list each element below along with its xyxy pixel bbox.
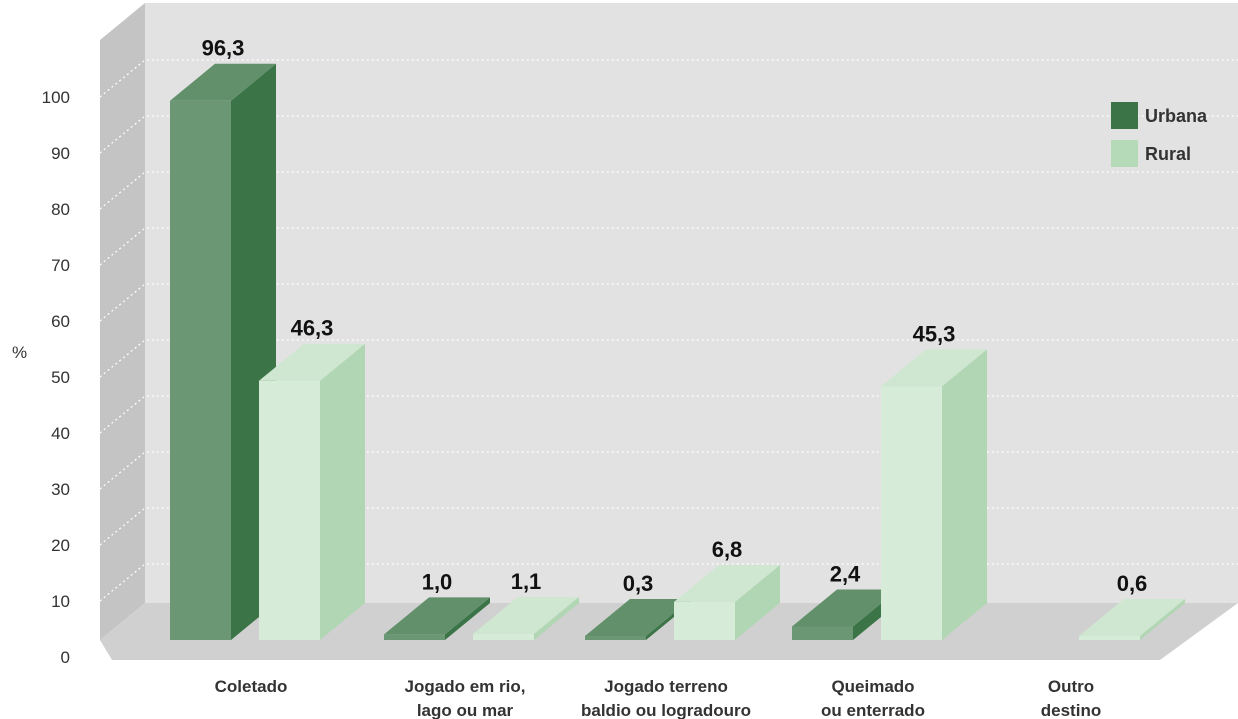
y-axis-ticks: 0 10 20 30 40 50 60 70 80 90 100	[42, 88, 70, 667]
gridline	[99, 283, 1238, 322]
bars	[170, 63, 1185, 641]
y-tick-label: 10	[51, 592, 70, 611]
legend-swatch	[1111, 140, 1138, 167]
value-labels: 96,3 1,0 0,3 2,4 46,3 1,1 6,8 45,3 0,6	[202, 36, 1148, 596]
category-label: Jogado terreno baldio ou logradouro	[581, 677, 751, 719]
value-label: 1,1	[511, 569, 542, 594]
legend-swatch	[1111, 102, 1138, 129]
gridline	[99, 171, 1238, 210]
gridlines	[99, 59, 1238, 602]
value-label: 2,4	[830, 562, 861, 587]
gridline	[99, 563, 1238, 602]
value-label: 96,3	[202, 36, 245, 61]
value-label: 0,3	[623, 571, 654, 596]
value-label: 0,6	[1117, 571, 1148, 596]
bar-top	[1079, 599, 1185, 636]
bar-side	[942, 349, 987, 640]
bar-front	[585, 636, 646, 640]
gridline	[99, 507, 1238, 546]
value-label: 45,3	[913, 321, 956, 346]
side-wall	[100, 3, 145, 640]
gridline	[99, 115, 1238, 154]
bar-front	[1079, 636, 1140, 640]
bar-side	[445, 597, 490, 640]
bar-front	[674, 601, 735, 640]
bar-top	[170, 63, 276, 101]
category-labels: Coletado Jogado em rio, lago ou mar Jogado …	[215, 677, 1102, 719]
bar-top	[792, 589, 898, 627]
bar-side	[1140, 599, 1185, 640]
y-tick-label: 50	[51, 368, 70, 387]
bar-rural	[473, 596, 579, 640]
category-label: Jogado em rio, lago ou mar	[405, 677, 526, 719]
y-tick-label: 20	[51, 536, 70, 555]
y-tick-label: 70	[51, 256, 70, 275]
bar-top	[585, 599, 691, 636]
bar-rural	[674, 564, 780, 640]
bar-front	[384, 634, 445, 640]
category-label: Queimado ou enterrado	[821, 677, 925, 719]
y-tick-label: 80	[51, 200, 70, 219]
bar-urbana	[792, 589, 898, 640]
y-tick-label: 90	[51, 144, 70, 163]
legend: Urbana Rural	[1111, 102, 1208, 167]
gridline	[99, 59, 1238, 98]
bar-front	[792, 626, 853, 640]
bar-top	[384, 597, 490, 635]
bar-top	[881, 349, 987, 387]
y-tick-label: 40	[51, 424, 70, 443]
gridline	[99, 227, 1238, 266]
bar-top	[674, 564, 780, 602]
bar-side	[534, 596, 579, 640]
gridline	[99, 451, 1238, 490]
bar-rural	[259, 343, 365, 640]
y-tick-label: 0	[61, 648, 70, 667]
bar-top	[473, 596, 579, 634]
bar-top	[259, 343, 365, 381]
gridline	[99, 339, 1238, 378]
bar-front	[170, 100, 231, 641]
legend-label: Urbana	[1145, 106, 1208, 126]
y-tick-label: 100	[42, 88, 70, 107]
y-tick-label: 60	[51, 312, 70, 331]
legend-item: Urbana	[1111, 102, 1208, 129]
bar-front	[473, 633, 534, 640]
bar-front	[881, 386, 942, 640]
y-axis-label: %	[12, 343, 27, 362]
bar-front	[259, 380, 320, 640]
bar-side	[320, 343, 365, 640]
category-label: Outro destino	[1041, 677, 1101, 719]
category-label: Coletado	[215, 677, 288, 696]
value-label: 46,3	[291, 316, 334, 341]
legend-item: Rural	[1111, 140, 1191, 167]
bar-rural	[881, 349, 987, 640]
bar-side	[735, 564, 780, 640]
bar-rural	[1079, 599, 1185, 640]
value-label: 6,8	[712, 537, 743, 562]
value-label: 1,0	[422, 569, 453, 594]
legend-label: Rural	[1145, 144, 1191, 164]
y-tick-label: 30	[51, 480, 70, 499]
gridline	[99, 395, 1238, 434]
bar-urbana	[384, 597, 490, 640]
